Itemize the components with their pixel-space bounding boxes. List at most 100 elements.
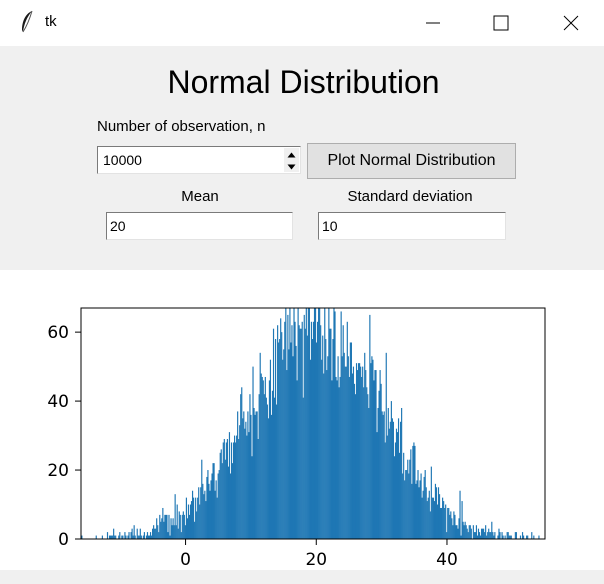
mean-label: Mean: [181, 188, 219, 205]
mean-input[interactable]: [106, 212, 293, 240]
histogram-bar: [514, 532, 516, 539]
histogram-bar: [251, 456, 253, 539]
histogram-bar: [154, 528, 156, 539]
histogram-bar: [389, 421, 391, 539]
spin-up-button[interactable]: [284, 148, 299, 160]
histogram-bar: [449, 514, 451, 539]
observations-spinbox[interactable]: [97, 146, 301, 174]
histogram-bar: [456, 525, 458, 539]
histogram-bar: [463, 525, 465, 539]
histogram-bar: [302, 397, 304, 539]
histogram-bar: [515, 532, 517, 539]
observations-input[interactable]: [101, 149, 283, 171]
histogram-bar: [493, 535, 495, 539]
histogram-bar: [228, 432, 231, 539]
minimize-button[interactable]: [410, 0, 456, 46]
histogram-bar: [235, 442, 237, 539]
histogram-bar: [465, 525, 467, 539]
x-axis: 0 20 40: [180, 539, 458, 570]
histogram-bar: [294, 321, 296, 539]
histogram-bar: [538, 535, 540, 539]
histogram-bar: [353, 383, 356, 539]
spin-down-button[interactable]: [284, 160, 299, 172]
histogram-bar: [142, 535, 144, 539]
histogram-bar: [333, 308, 335, 539]
histogram-bar: [287, 314, 289, 539]
histogram-bar: [106, 532, 109, 539]
histogram-bar: [398, 452, 401, 539]
histogram-bar: [139, 528, 141, 539]
histogram-bar: [150, 535, 153, 539]
histogram-bar: [519, 535, 522, 539]
histogram-bar: [301, 321, 303, 539]
histogram-bar: [384, 442, 386, 539]
histogram-bar: [207, 470, 209, 539]
histogram-bar: [95, 535, 97, 539]
sd-input[interactable]: [318, 212, 506, 240]
histogram-bar: [343, 352, 345, 539]
histogram-bar: [169, 535, 171, 539]
maximize-button[interactable]: [478, 0, 524, 46]
histogram-bar: [146, 532, 149, 539]
histogram-bar: [458, 518, 460, 539]
histogram-bar: [110, 535, 112, 539]
histogram-bar: [355, 363, 358, 539]
histogram-bar: [171, 525, 173, 539]
histogram-bar: [372, 359, 374, 539]
histogram-bar: [148, 535, 151, 539]
histogram-bar: [193, 497, 195, 539]
bottom-strip: [0, 570, 604, 584]
histogram-bar: [435, 487, 438, 539]
histogram-bar: [382, 414, 384, 539]
histogram-bar: [137, 535, 139, 539]
histogram-bar: [140, 535, 142, 539]
histogram-bar: [295, 345, 297, 539]
plot-button[interactable]: Plot Normal Distribution: [307, 143, 516, 179]
histogram-bar: [191, 490, 194, 539]
histogram-bar: [297, 308, 299, 539]
histogram-bar: [243, 411, 245, 539]
histogram-bar: [283, 349, 285, 539]
histogram-bar: [246, 435, 248, 539]
histogram-bar: [439, 507, 442, 539]
histogram-bar: [323, 373, 325, 539]
histogram-bar: [401, 407, 403, 539]
histogram-bar: [369, 314, 371, 539]
histogram-bar: [189, 504, 192, 539]
histogram-bar: [176, 504, 178, 539]
histogram-bar: [194, 521, 196, 539]
histogram-bar: [296, 380, 298, 539]
histogram-bar: [368, 407, 370, 539]
histogram-bar: [131, 528, 133, 539]
histogram-bar: [404, 480, 406, 539]
histogram-bar: [497, 535, 499, 539]
histogram-bar: [504, 535, 506, 539]
histogram-bar: [428, 490, 430, 539]
histogram-bar: [118, 535, 120, 539]
histogram-bar: [224, 459, 226, 539]
histogram-bar: [437, 487, 440, 539]
histogram-bar: [122, 535, 124, 539]
histogram-bar: [344, 366, 346, 539]
histogram-bar: [367, 394, 369, 539]
histogram-bar: [256, 411, 258, 539]
histogram-bar: [340, 311, 342, 539]
histogram-bar: [337, 356, 339, 539]
histogram-bar: [303, 314, 305, 539]
histogram-bar: [317, 321, 319, 539]
histogram-bar: [403, 452, 405, 539]
observations-label: Number of observation, n: [97, 118, 266, 135]
close-button[interactable]: [548, 0, 594, 46]
histogram-bar: [81, 535, 83, 539]
histogram-bar: [507, 532, 509, 539]
histogram-bar: [442, 497, 444, 539]
histogram-bar: [291, 325, 293, 539]
histogram-bar: [288, 349, 290, 539]
histogram-bar: [270, 414, 273, 539]
histogram-bar: [490, 532, 492, 539]
histogram-bar: [162, 507, 164, 539]
histogram-bar: [271, 390, 274, 539]
histogram-bar: [380, 383, 382, 539]
histogram-bar: [198, 487, 200, 539]
histogram-bar: [466, 528, 468, 539]
